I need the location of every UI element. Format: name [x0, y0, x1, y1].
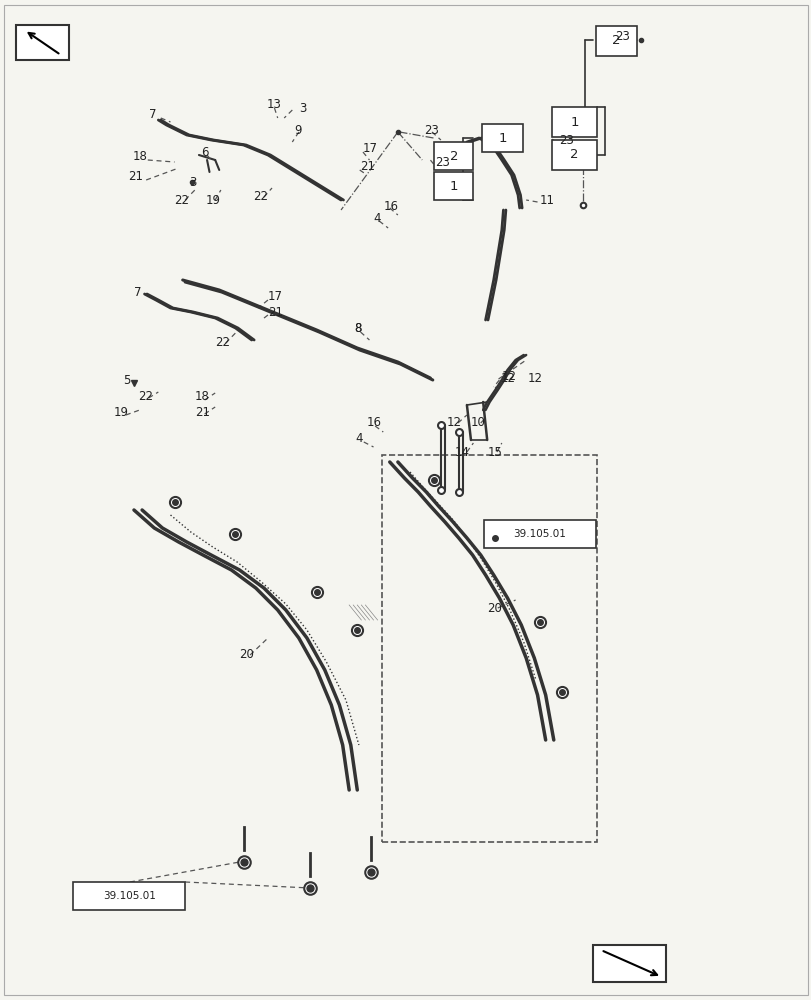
Text: 15: 15 — [487, 446, 501, 458]
Text: 3: 3 — [298, 102, 306, 114]
Text: 22: 22 — [138, 389, 152, 402]
Polygon shape — [16, 25, 69, 60]
Text: 8: 8 — [354, 322, 361, 336]
Text: 39.105.01: 39.105.01 — [513, 529, 566, 539]
Text: 14: 14 — [454, 446, 469, 458]
Text: 12: 12 — [527, 371, 542, 384]
Bar — [483, 520, 595, 548]
Text: 1: 1 — [498, 131, 506, 144]
Text: 21: 21 — [195, 406, 209, 418]
Text: 6: 6 — [201, 145, 208, 158]
Text: 18: 18 — [132, 150, 147, 163]
Text: 3: 3 — [189, 176, 196, 188]
Text: 23: 23 — [435, 155, 449, 168]
Text: 8: 8 — [354, 322, 361, 334]
Polygon shape — [592, 945, 665, 982]
Text: 21: 21 — [359, 160, 374, 174]
Bar — [73, 882, 185, 910]
Text: 5: 5 — [123, 373, 131, 386]
Text: 21: 21 — [268, 306, 282, 320]
Text: 19: 19 — [114, 406, 128, 420]
Text: 22: 22 — [215, 336, 230, 350]
Text: 39.105.01: 39.105.01 — [102, 891, 156, 901]
Text: 22: 22 — [253, 190, 268, 204]
Bar — [434, 142, 473, 170]
Text: 18: 18 — [195, 390, 209, 403]
Text: 12: 12 — [446, 416, 461, 430]
Text: 17: 17 — [268, 290, 282, 304]
Text: 11: 11 — [539, 194, 554, 207]
Bar — [434, 172, 473, 200]
Text: 2: 2 — [611, 34, 620, 47]
Text: 1: 1 — [569, 115, 578, 128]
Text: 7: 7 — [134, 286, 141, 300]
Text: 23: 23 — [558, 133, 573, 146]
Text: 13: 13 — [266, 99, 281, 111]
Text: 9: 9 — [294, 123, 301, 136]
Bar — [482, 124, 522, 152]
Text: 12: 12 — [500, 371, 515, 384]
Bar — [551, 107, 596, 137]
Text: 2: 2 — [569, 148, 578, 161]
Text: 16: 16 — [367, 416, 381, 430]
Text: 12: 12 — [501, 369, 516, 382]
Text: 20: 20 — [487, 601, 501, 614]
Text: 20: 20 — [239, 648, 254, 662]
Text: 2: 2 — [449, 149, 457, 162]
Text: 4: 4 — [373, 213, 380, 226]
Bar — [381, 455, 596, 842]
Bar — [595, 26, 636, 56]
Text: 7: 7 — [148, 108, 156, 121]
Text: 4: 4 — [355, 432, 363, 446]
Text: 21: 21 — [128, 170, 143, 184]
Text: 1: 1 — [449, 180, 457, 192]
Text: 16: 16 — [384, 200, 398, 213]
Text: 17: 17 — [363, 142, 377, 155]
Text: 22: 22 — [174, 194, 189, 207]
Text: 23: 23 — [614, 30, 629, 43]
Text: 10: 10 — [470, 416, 485, 430]
Bar — [551, 140, 596, 170]
Text: 19: 19 — [205, 194, 220, 207]
Text: 23: 23 — [423, 123, 438, 136]
